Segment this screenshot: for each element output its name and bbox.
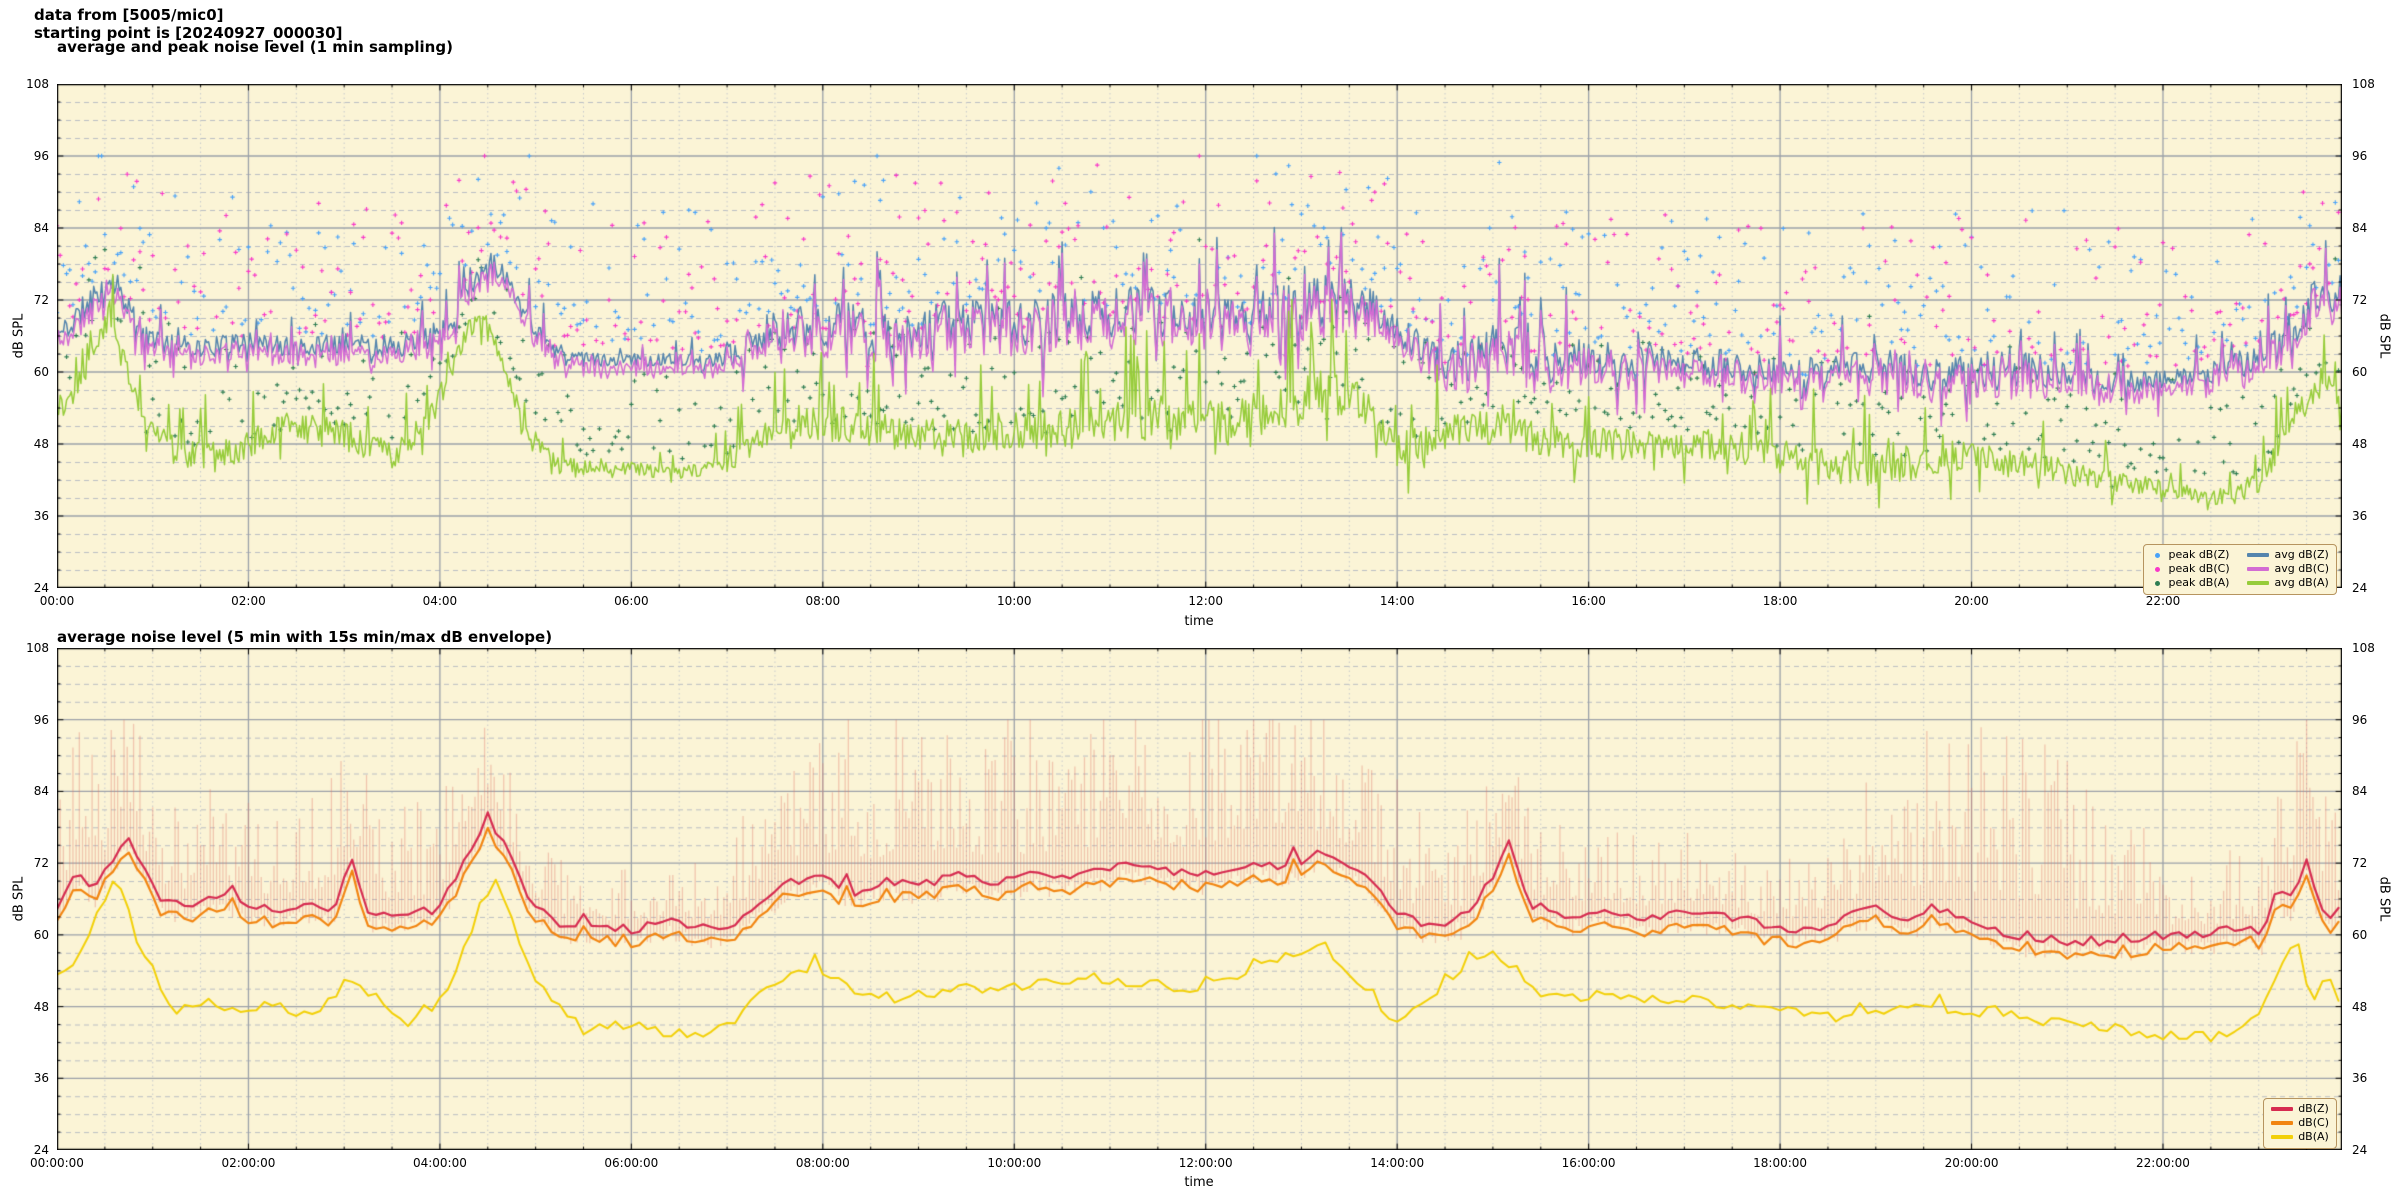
top-chart-xlabel: time bbox=[1184, 614, 1214, 629]
x-tick-label: 22:00 bbox=[2145, 594, 2181, 608]
x-tick-label: 00:00 bbox=[39, 594, 75, 608]
legend-row: peak dB(Z) avg dB(Z) bbox=[2151, 548, 2329, 562]
dba-line-icon bbox=[2271, 1135, 2294, 1139]
y-tick-label: 24 bbox=[2352, 581, 2368, 595]
y-tick-label: 84 bbox=[2352, 784, 2368, 799]
x-tick-label: 12:00 bbox=[1188, 594, 1224, 608]
avg-dbc-line-icon bbox=[2247, 567, 2270, 571]
x-tick-label: 02:00:00 bbox=[221, 1156, 276, 1170]
y-tick-label: 48 bbox=[2352, 999, 2368, 1014]
y-tick-label: 36 bbox=[33, 1071, 49, 1086]
x-tick-label: 02:00 bbox=[231, 594, 266, 608]
x-tick-label: 14:00:00 bbox=[1370, 1156, 1425, 1170]
x-tick-label: 06:00 bbox=[614, 594, 649, 608]
bottom-chart-ylabel-left: dB SPL bbox=[11, 876, 27, 922]
y-tick-label: 72 bbox=[2352, 856, 2368, 871]
x-tick-label: 20:00 bbox=[1954, 594, 1989, 608]
bottom-chart-plot-area bbox=[57, 648, 2342, 1150]
y-tick-label: 96 bbox=[33, 712, 49, 727]
bottom-chart-legend: dB(Z) dB(C) dB(A) bbox=[2263, 1098, 2337, 1149]
peak-dba-marker-icon bbox=[2155, 580, 2161, 586]
x-tick-label: 20:00:00 bbox=[1944, 1156, 1999, 1170]
legend-row: dB(C) bbox=[2271, 1116, 2329, 1130]
y-tick-label: 48 bbox=[33, 999, 49, 1014]
x-tick-label: 08:00 bbox=[805, 594, 841, 608]
x-tick-label: 10:00:00 bbox=[987, 1156, 1042, 1170]
x-tick-label: 22:00:00 bbox=[2136, 1156, 2190, 1170]
y-tick-label: 108 bbox=[26, 641, 49, 655]
legend-row: peak dB(C) avg dB(C) bbox=[2151, 562, 2329, 576]
dbc-line-icon bbox=[2271, 1121, 2294, 1125]
legend-label: dB(C) bbox=[2298, 1116, 2329, 1129]
x-tick-label: 00:00:00 bbox=[30, 1156, 84, 1170]
peak-dbc-marker-icon bbox=[2155, 566, 2161, 572]
y-tick-label: 72 bbox=[33, 293, 49, 307]
y-tick-label: 60 bbox=[2352, 365, 2368, 379]
legend-row: peak dB(A) avg dB(A) bbox=[2151, 576, 2329, 590]
y-tick-label: 72 bbox=[2352, 293, 2368, 307]
x-tick-label: 08:00:00 bbox=[795, 1156, 850, 1170]
bottom-chart-ylabel-right: dB SPL bbox=[2376, 876, 2392, 922]
y-tick-label: 96 bbox=[33, 149, 49, 163]
x-tick-label: 10:00 bbox=[996, 594, 1032, 608]
y-tick-label: 24 bbox=[33, 1143, 49, 1157]
y-tick-label: 24 bbox=[2352, 1143, 2368, 1157]
legend-label: peak dB(A) bbox=[2168, 576, 2230, 589]
y-tick-label: 24 bbox=[33, 581, 49, 595]
x-tick-label: 06:00:00 bbox=[604, 1156, 659, 1170]
x-tick-label: 16:00:00 bbox=[1561, 1156, 1616, 1170]
y-tick-label: 108 bbox=[2352, 641, 2375, 655]
y-tick-label: 96 bbox=[2352, 149, 2368, 163]
top-chart-plot-area bbox=[57, 84, 2342, 588]
y-tick-label: 36 bbox=[33, 509, 49, 523]
y-tick-label: 60 bbox=[33, 927, 49, 942]
y-tick-label: 96 bbox=[2352, 712, 2368, 727]
x-tick-label: 18:00:00 bbox=[1753, 1156, 1808, 1170]
y-tick-label: 108 bbox=[2352, 77, 2375, 91]
legend-label: avg dB(Z) bbox=[2274, 548, 2329, 561]
y-tick-label: 48 bbox=[33, 437, 49, 451]
bottom-chart-xlabel: time bbox=[1184, 1175, 1214, 1190]
legend-row: dB(Z) bbox=[2271, 1102, 2329, 1116]
y-tick-label: 84 bbox=[2352, 221, 2368, 235]
legend-label: dB(A) bbox=[2298, 1130, 2329, 1143]
legend-label: avg dB(C) bbox=[2274, 562, 2329, 575]
x-tick-label: 14:00 bbox=[1379, 594, 1415, 608]
legend-row: dB(A) bbox=[2271, 1130, 2329, 1144]
y-tick-label: 48 bbox=[2352, 437, 2368, 451]
avg-dbz-line-icon bbox=[2247, 553, 2270, 557]
top-chart-ylabel-right: dB SPL bbox=[2376, 313, 2392, 359]
peak-dbz-marker-icon bbox=[2155, 552, 2161, 558]
x-tick-label: 04:00 bbox=[422, 594, 458, 608]
y-tick-label: 84 bbox=[33, 221, 49, 235]
top-chart-title: average and peak noise level (1 min samp… bbox=[57, 38, 453, 56]
y-tick-label: 84 bbox=[33, 784, 49, 799]
legend-label: avg dB(A) bbox=[2274, 576, 2329, 589]
header-line-1: data from [5005/mic0] bbox=[34, 6, 224, 24]
legend-label: dB(Z) bbox=[2298, 1102, 2329, 1115]
bottom-chart-title: average noise level (5 min with 15s min/… bbox=[57, 628, 553, 646]
y-tick-label: 108 bbox=[26, 77, 49, 91]
x-tick-label: 16:00 bbox=[1571, 594, 1606, 608]
y-tick-label: 60 bbox=[33, 365, 49, 379]
legend-label: peak dB(Z) bbox=[2168, 548, 2230, 561]
x-tick-label: 04:00:00 bbox=[412, 1156, 467, 1170]
y-tick-label: 36 bbox=[2352, 509, 2368, 523]
y-tick-label: 72 bbox=[33, 856, 49, 871]
y-tick-label: 36 bbox=[2352, 1071, 2368, 1086]
dbz-line-icon bbox=[2271, 1107, 2294, 1111]
top-chart-ylabel-left: dB SPL bbox=[11, 313, 27, 359]
avg-dba-line-icon bbox=[2247, 581, 2270, 585]
y-tick-label: 60 bbox=[2352, 927, 2368, 942]
header-line-2: starting point is [20240927_000030] bbox=[34, 24, 343, 42]
top-chart-legend: peak dB(Z) avg dB(Z) peak dB(C) avg dB(C… bbox=[2143, 544, 2337, 595]
x-tick-label: 12:00:00 bbox=[1178, 1156, 1233, 1170]
legend-label: peak dB(C) bbox=[2168, 562, 2230, 575]
x-tick-label: 18:00 bbox=[1762, 594, 1798, 608]
